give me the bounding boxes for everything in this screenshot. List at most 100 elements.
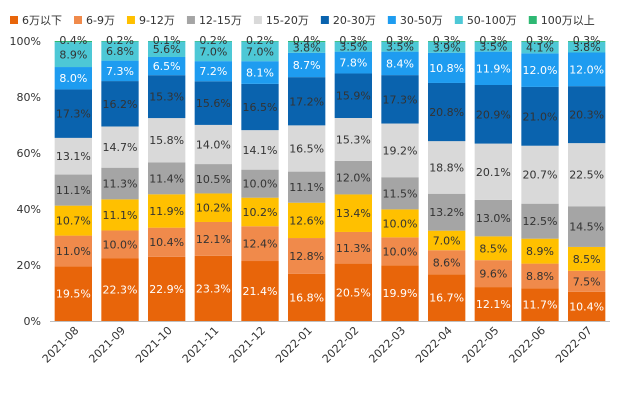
- data-label: 0.4%: [293, 34, 321, 47]
- bar-segment: [54, 89, 92, 138]
- data-label: 10.0%: [103, 238, 138, 251]
- legend-swatch-0: [10, 16, 18, 24]
- bar-segment: [521, 41, 559, 42]
- bar-segment: [148, 41, 186, 57]
- bar-segment: [148, 75, 186, 119]
- y-tick-label: 100%: [10, 35, 41, 48]
- bar-segment: [194, 61, 232, 82]
- bar-segment: [194, 81, 232, 125]
- legend-label-4: 15-20万: [266, 14, 309, 27]
- data-label: 14.5%: [569, 221, 604, 234]
- data-label: 0.4%: [59, 34, 87, 47]
- data-label: 21.4%: [243, 285, 278, 298]
- data-label: 11.9%: [149, 205, 184, 218]
- data-label: 8.4%: [386, 57, 414, 70]
- y-tick-label: 20%: [17, 259, 41, 272]
- data-label: 20.9%: [476, 108, 511, 121]
- bar-segment: [194, 41, 232, 42]
- bar-segment: [334, 118, 372, 161]
- data-label: 13.1%: [56, 150, 91, 163]
- legend-label-5: 20-30万: [333, 14, 376, 27]
- data-label: 0.3%: [573, 34, 601, 47]
- data-label: 10.0%: [243, 178, 278, 191]
- data-label: 4.1%: [526, 42, 554, 55]
- bar-segment: [568, 52, 606, 87]
- data-label: 7.8%: [339, 57, 367, 70]
- data-label: 6.8%: [106, 45, 134, 58]
- data-label: 19.9%: [383, 287, 418, 300]
- data-label: 7.3%: [106, 65, 134, 78]
- data-label: 6.5%: [153, 60, 181, 73]
- data-label: 12.0%: [336, 172, 371, 185]
- data-label: 0.1%: [153, 34, 181, 47]
- x-tick-label: 2021-09: [86, 324, 128, 366]
- data-label: 11.1%: [103, 209, 138, 222]
- bar-segment: [334, 160, 372, 195]
- data-label: 12.0%: [569, 63, 604, 76]
- bar-segment: [474, 236, 512, 261]
- data-label: 10.4%: [569, 300, 604, 313]
- legend-label-0: 6万以下: [22, 14, 62, 27]
- bar-segment: [381, 123, 419, 178]
- data-label: 10.2%: [196, 202, 231, 215]
- data-label: 8.5%: [573, 253, 601, 266]
- bar-segment: [568, 291, 606, 321]
- data-label: 3.5%: [479, 41, 507, 54]
- data-label: 10.5%: [196, 173, 231, 186]
- data-label: 13.0%: [476, 212, 511, 225]
- bar-segment: [148, 118, 186, 163]
- data-label: 16.5%: [289, 142, 324, 155]
- legend-label-8: 100万以上: [541, 14, 595, 27]
- y-tick-label: 0%: [24, 315, 41, 328]
- bar-segment: [521, 145, 559, 204]
- bar-segment: [381, 177, 419, 210]
- x-tick-label: 2022-06: [506, 324, 548, 366]
- data-label: 20.3%: [569, 109, 604, 122]
- data-label: 8.9%: [526, 245, 554, 258]
- bar-segment: [288, 125, 326, 172]
- y-tick-label: 40%: [17, 203, 41, 216]
- bar-segment: [54, 41, 92, 43]
- bar-segment: [521, 238, 559, 264]
- data-label: 19.2%: [383, 144, 418, 157]
- bar-segment: [241, 61, 279, 84]
- data-label: 11.3%: [103, 178, 138, 191]
- bar-segment: [428, 274, 466, 321]
- data-label: 10.2%: [243, 206, 278, 219]
- bar-segment: [428, 52, 466, 83]
- legend-swatch-1: [74, 16, 82, 24]
- data-label: 3.5%: [339, 41, 367, 54]
- data-label: 16.5%: [243, 101, 278, 114]
- bar-segment: [288, 41, 326, 43]
- data-label: 14.7%: [103, 141, 138, 154]
- data-label: 12.8%: [289, 250, 324, 263]
- bar-segment: [521, 288, 559, 321]
- data-label: 10.4%: [149, 236, 184, 249]
- x-tick-label: 2022-03: [366, 324, 408, 366]
- data-label: 15.8%: [149, 134, 184, 147]
- bar-segment: [334, 41, 372, 42]
- bar-segment: [54, 67, 92, 90]
- bar-segment: [101, 126, 139, 168]
- data-label: 7.2%: [199, 65, 227, 78]
- x-tick-label: 2021-11: [180, 324, 222, 366]
- data-label: 0.2%: [246, 34, 274, 47]
- data-label: 22.5%: [569, 169, 604, 182]
- data-label: 20.8%: [429, 106, 464, 119]
- bar-segment: [381, 209, 419, 238]
- bar-segment: [334, 194, 372, 232]
- data-label: 11.0%: [56, 245, 91, 258]
- data-label: 7.5%: [573, 275, 601, 288]
- bar-segment: [334, 231, 372, 264]
- data-label: 11.9%: [476, 62, 511, 75]
- data-label: 17.2%: [289, 95, 324, 108]
- bar-segment: [381, 51, 419, 76]
- data-label: 12.1%: [476, 298, 511, 311]
- bar-segment: [241, 41, 279, 42]
- bar-segment: [521, 41, 559, 54]
- data-label: 22.9%: [149, 283, 184, 296]
- bar-segment: [101, 41, 139, 61]
- bar-segment: [568, 246, 606, 271]
- data-label: 16.7%: [429, 292, 464, 305]
